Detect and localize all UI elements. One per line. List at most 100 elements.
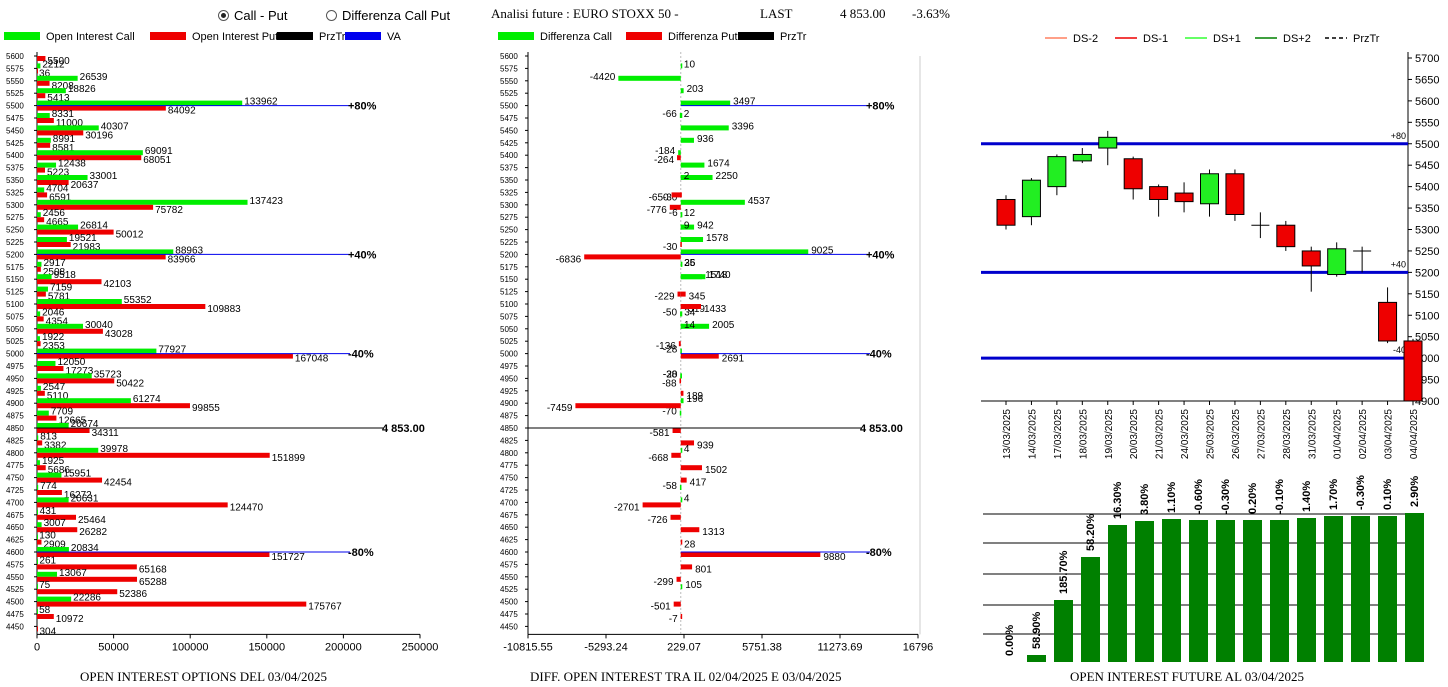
date-tick: 02/04/2025	[1358, 409, 1369, 459]
y-tick: 5350	[1415, 203, 1439, 215]
put-bar	[37, 68, 38, 74]
diff-call-bar	[680, 212, 683, 218]
candle-down	[1403, 340, 1423, 402]
diff-call-bar	[680, 113, 683, 118]
put-bar	[37, 601, 307, 607]
put-bar	[37, 130, 84, 136]
diff-call-bar	[680, 162, 705, 168]
call-bar	[37, 274, 52, 280]
diff-label: -28	[663, 345, 678, 356]
put-bar	[37, 341, 41, 347]
call-label: 261	[39, 555, 56, 566]
legend-label: DS+2	[1283, 33, 1311, 45]
call-label: 15951	[63, 469, 91, 480]
put-bar	[37, 80, 50, 86]
oi-bar	[1135, 521, 1154, 662]
diff-label: -2701	[614, 502, 640, 513]
put-label: 10972	[56, 614, 84, 625]
strike-tick: 5425	[500, 139, 518, 148]
strike-tick: 5125	[500, 288, 518, 297]
strike-tick: 4650	[500, 523, 518, 532]
candle-up	[1327, 248, 1347, 276]
put-bar	[37, 527, 78, 533]
va-marker: -80%	[348, 547, 374, 559]
call-label: 1922	[42, 332, 65, 343]
call-bar	[37, 509, 38, 515]
strike-tick: 5175	[500, 263, 518, 272]
call-label: 77927	[158, 345, 186, 356]
legend-label: PrzTr	[319, 31, 346, 43]
strike-tick: 4500	[6, 598, 24, 607]
strike-tick: 4450	[500, 622, 518, 631]
date-tick: 03/04/2025	[1384, 409, 1395, 459]
call-bar	[37, 75, 78, 81]
call-bar	[37, 261, 42, 267]
x-tick: 100000	[172, 641, 209, 653]
diff-put-bar	[680, 552, 821, 557]
radio-selected-icon[interactable]	[218, 10, 229, 21]
candle-down	[1174, 192, 1194, 203]
radio-unselected-icon[interactable]	[326, 10, 337, 21]
candle-down	[1276, 224, 1296, 248]
candle-up	[1098, 136, 1118, 149]
x-tick: 5751.38	[742, 641, 782, 653]
call-bar	[37, 559, 38, 565]
diff-label: 4537	[748, 196, 771, 207]
oi-bar-label: 58.20%	[1085, 513, 1097, 551]
oi-bar-label: 0.10%	[1382, 479, 1394, 510]
legend-label: PrzTr	[1353, 33, 1380, 45]
call-label: 9518	[54, 270, 77, 281]
radio-call-put[interactable]: Call - Put	[218, 8, 287, 23]
date-tick: 04/04/2025	[1409, 409, 1420, 459]
put-label: 151727	[271, 552, 305, 563]
diff-label: -6836	[556, 254, 582, 265]
diff-label: 196	[687, 394, 704, 405]
y-tick: 5100	[1415, 310, 1439, 322]
strike-tick: 5550	[6, 77, 24, 86]
diff-put-bar	[680, 192, 682, 198]
strike-tick: 5200	[6, 250, 24, 259]
diff-label: 189	[686, 391, 703, 402]
call-label: 26814	[80, 221, 108, 232]
strike-tick: 4700	[500, 498, 518, 507]
put-label: 16272	[64, 490, 92, 501]
diff-label: -650	[649, 192, 669, 203]
level-label: +80	[1391, 131, 1406, 141]
call-bar	[37, 125, 99, 131]
strike-tick: 5075	[500, 312, 518, 321]
radio-diff-call-put[interactable]: Differenza Call Put	[326, 8, 450, 23]
call-label: 8331	[52, 109, 75, 120]
diff-put-bar	[680, 465, 702, 471]
put-label: 25464	[78, 515, 106, 526]
last-marker: 4 853.00	[860, 423, 903, 435]
date-tick: 01/04/2025	[1333, 409, 1344, 459]
call-label: 813	[40, 431, 57, 442]
strike-tick: 5525	[500, 89, 518, 98]
call-label: 4704	[46, 183, 69, 194]
strike-tick: 4750	[6, 474, 24, 483]
strike-tick: 4775	[6, 461, 24, 470]
strike-tick: 5500	[500, 102, 518, 111]
diff-label: 417	[690, 478, 707, 489]
diff-open-interest-chart: Differenza Call Differenza Put PrzTr 5600 55…	[498, 31, 933, 653]
diff-put-bar	[680, 304, 702, 309]
put-label: 36	[39, 68, 51, 79]
diff-put-bar	[678, 341, 681, 347]
top-bar: Call - Put Differenza Call Put Analisi f…	[0, 0, 1448, 30]
legend-label: DS-2	[1073, 33, 1098, 45]
diff-label: -30	[663, 192, 678, 203]
put-label: 11000	[56, 118, 84, 129]
date-tick: 24/03/2025	[1180, 409, 1191, 459]
put-label: 5223	[47, 168, 70, 179]
call-bar	[37, 534, 38, 540]
candle-up	[1200, 173, 1219, 205]
oi-bar-label: 58.90%	[1031, 611, 1043, 649]
legend-swatch	[738, 32, 774, 40]
diff-label: -581	[650, 428, 670, 439]
oi-bar-label: 0.00%	[1004, 625, 1016, 656]
strike-tick: 5225	[6, 238, 24, 247]
diff-label: 2005	[712, 320, 735, 331]
va-marker: +80%	[866, 101, 895, 113]
diff-label: -501	[651, 602, 671, 613]
legend-label: Differenza Put	[668, 31, 738, 43]
